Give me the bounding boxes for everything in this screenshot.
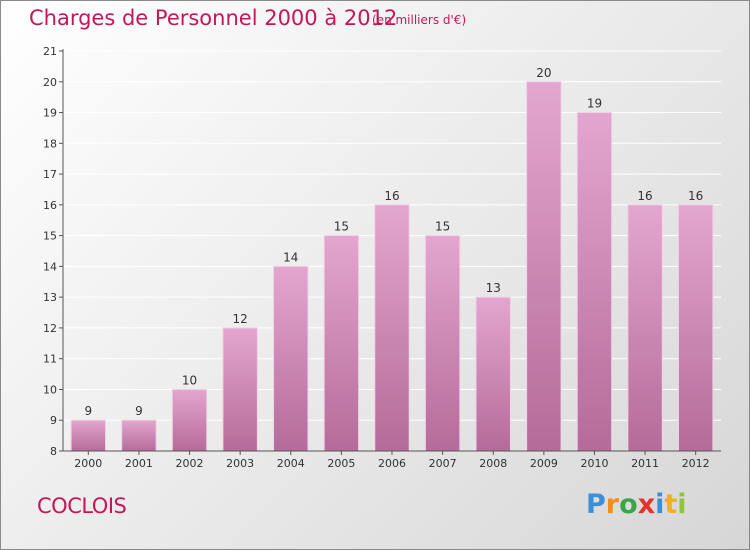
bar <box>627 204 663 452</box>
logo-letter: o <box>619 489 638 520</box>
y-tick-label: 14 <box>43 260 57 273</box>
y-tick-label: 20 <box>43 76 57 89</box>
logo-letter: x <box>637 489 656 520</box>
chart-subtitle: (en milliers d'€) <box>372 13 467 27</box>
y-tick-label: 16 <box>43 199 57 212</box>
data-label: 9 <box>135 404 143 418</box>
y-tick-label: 11 <box>43 353 57 366</box>
place-name: COCLOIS <box>37 494 127 518</box>
x-tick-label: 2008 <box>479 457 507 470</box>
chart-title: Charges de Personnel 2000 à 2012 <box>29 6 398 30</box>
logo-letter: r <box>605 489 620 520</box>
logo-letter: P <box>586 489 606 520</box>
y-tick-label: 8 <box>50 445 57 458</box>
y-tick-label: 21 <box>43 45 57 58</box>
x-tick-label: 2006 <box>378 457 406 470</box>
x-tick-label: 2010 <box>580 457 608 470</box>
data-label: 12 <box>233 312 248 326</box>
data-label: 16 <box>384 189 399 203</box>
labels: 8 9 10 11 12 13 14 15 16 17 18 19 20 21 9 2000 9 2001 10 20… <box>43 45 710 470</box>
bar <box>70 419 107 452</box>
axes <box>59 49 721 455</box>
bar <box>121 419 157 452</box>
y-tick-label: 19 <box>43 107 57 120</box>
x-tick-label: 2011 <box>631 457 659 470</box>
proxiti-logo: Proxiti <box>586 489 687 520</box>
bar <box>677 204 714 452</box>
x-tick-label: 2001 <box>125 457 153 470</box>
y-tick-label: 10 <box>43 383 57 396</box>
bar <box>222 327 258 452</box>
data-label: 15 <box>435 220 450 234</box>
bar <box>171 388 208 452</box>
data-label: 16 <box>688 189 703 203</box>
data-label: 19 <box>587 97 602 111</box>
data-label: 13 <box>486 281 501 295</box>
y-tick-label: 18 <box>43 137 57 150</box>
bar <box>424 235 461 452</box>
bar <box>475 296 511 452</box>
y-tick-label: 9 <box>50 414 57 427</box>
x-tick-label: 2005 <box>327 457 355 470</box>
logo-letter: t <box>664 489 678 520</box>
x-tick-label: 2002 <box>176 457 204 470</box>
x-tick-label: 2007 <box>429 457 457 470</box>
y-tick-label: 13 <box>43 291 57 304</box>
bar <box>273 265 309 452</box>
logo-letter: i <box>655 489 665 520</box>
bar <box>374 204 410 452</box>
data-label: 15 <box>334 220 349 234</box>
x-tick-label: 2012 <box>682 457 710 470</box>
x-tick-label: 2000 <box>74 457 102 470</box>
data-label: 16 <box>637 189 652 203</box>
logo-letter: i <box>677 489 687 520</box>
bar <box>323 235 360 452</box>
data-label: 20 <box>536 66 551 80</box>
bar <box>576 112 613 452</box>
y-tick-label: 12 <box>43 322 57 335</box>
data-label: 9 <box>84 404 92 418</box>
y-tick-label: 15 <box>43 230 57 243</box>
x-tick-label: 2004 <box>277 457 305 470</box>
data-label: 10 <box>182 373 197 387</box>
bars <box>70 81 714 452</box>
x-tick-label: 2009 <box>530 457 558 470</box>
data-label: 14 <box>283 250 298 264</box>
x-tick-label: 2003 <box>226 457 254 470</box>
y-tick-label: 17 <box>43 168 57 181</box>
bar <box>526 81 562 452</box>
